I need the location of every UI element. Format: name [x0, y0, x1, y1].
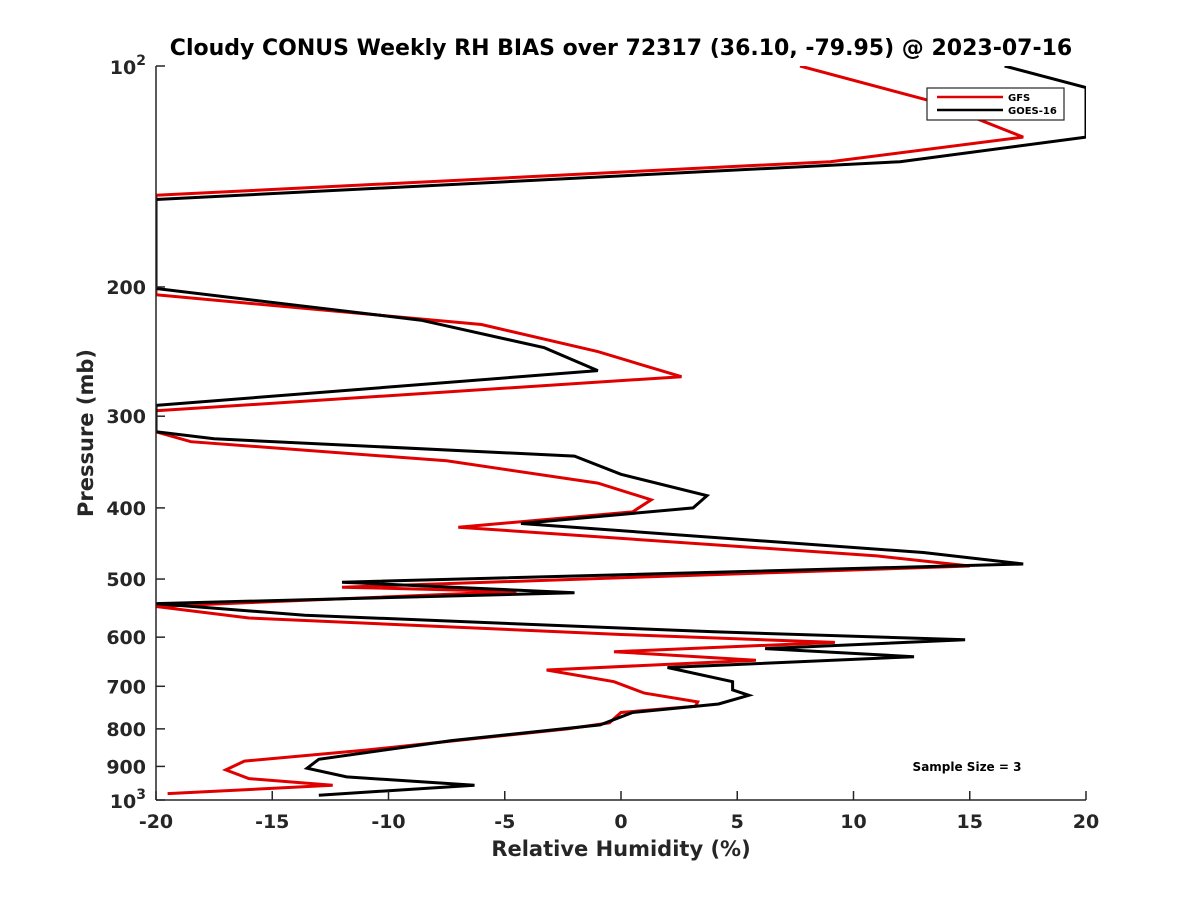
x-tick-label: 0 — [614, 811, 627, 833]
y-tick-base: 10 — [110, 57, 136, 79]
x-tick-label: -15 — [255, 811, 289, 833]
x-axis-title: Relative Humidity (%) — [491, 837, 750, 861]
y-tick-exponent: 2 — [136, 53, 146, 69]
y-tick-label: 400 — [106, 498, 146, 520]
legend-label: GFS — [1008, 93, 1030, 104]
x-tick-label: 20 — [1073, 811, 1099, 833]
y-tick-label: 102 — [110, 53, 146, 79]
legend-label: GOES-16 — [1008, 106, 1057, 117]
x-ticks: -20 -15 -10 -5 0 5 10 15 20 — [139, 791, 1099, 833]
y-tick-exponent: 3 — [136, 787, 146, 803]
sample-size-annotation: Sample Size = 3 — [913, 760, 1022, 774]
y-tick-label: 103 — [110, 787, 146, 813]
y-tick-label: 500 — [106, 569, 146, 591]
y-tick-label: 300 — [106, 406, 146, 428]
series-line-gfs — [156, 66, 1024, 796]
x-tick-label: 15 — [957, 811, 983, 833]
x-tick-label: 5 — [731, 811, 744, 833]
y-tick-label: 600 — [106, 627, 146, 649]
y-tick-label: 900 — [106, 756, 146, 778]
series-layer — [156, 66, 1086, 797]
legend-box — [926, 87, 1065, 121]
y-tick-label: 200 — [106, 277, 146, 299]
y-tick-base: 10 — [110, 791, 136, 813]
x-tick-label: -20 — [139, 811, 173, 833]
legend: GFS GOES-16 — [926, 87, 1065, 121]
y-axis-title: Pressure (mb) — [74, 349, 98, 517]
x-tick-label: 10 — [840, 811, 866, 833]
x-tick-label: -5 — [494, 811, 515, 833]
chart-title: Cloudy CONUS Weekly RH BIAS over 72317 (… — [170, 36, 1072, 61]
y-tick-label: 800 — [106, 719, 146, 741]
x-tick-label: -10 — [371, 811, 405, 833]
y-tick-label: 700 — [106, 676, 146, 698]
